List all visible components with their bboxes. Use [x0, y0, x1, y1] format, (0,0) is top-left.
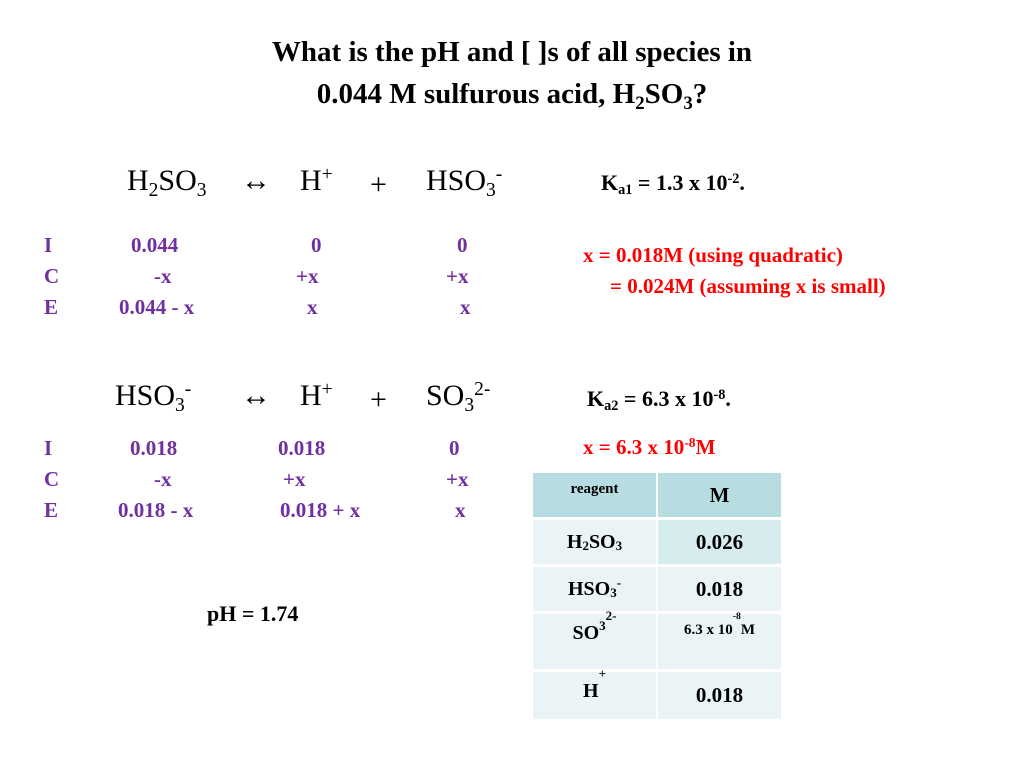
- reaction1-product-h: H+: [300, 164, 333, 197]
- ice1-label-e: E: [44, 295, 59, 319]
- table-row-so3-species: SO 3 2-: [533, 609, 656, 669]
- reaction1-product-hso3: HSO3-: [426, 164, 503, 201]
- ice1-i-c3: 0: [457, 233, 468, 257]
- table-row-h2so3-value: 0.026: [658, 520, 781, 564]
- ice1-i-c2: 0: [311, 233, 322, 257]
- ice2-i-c3: 0: [449, 436, 460, 460]
- ice1-label-c: C: [44, 264, 60, 288]
- concentration-table: reagent M H 2 SO 3 0.026 HSO 3- 0.018 SO 3 2- …: [533, 473, 781, 719]
- reaction1-arrow: ↔: [241, 164, 271, 197]
- ph-result: pH = 1.74: [207, 601, 299, 626]
- table-row-h-value: 0.018: [658, 672, 781, 719]
- ice1-c-c3: +x: [446, 264, 469, 288]
- ice2-i-c1: 0.018: [130, 436, 178, 460]
- reaction1-reactant: H2SO3: [127, 164, 207, 201]
- reaction2-reactant: HSO3-: [115, 379, 192, 416]
- solution1-line1: x = 0.018M (using quadratic): [583, 243, 843, 267]
- ice1-c-c1: -x: [154, 264, 172, 288]
- reaction1-plus: +: [370, 168, 387, 201]
- reaction2-arrow: ↔: [241, 379, 271, 412]
- solution1-line2: = 0.024M (assuming x is small): [610, 274, 886, 298]
- ice2-e-c1: 0.018 - x: [118, 498, 194, 522]
- table-header-conc: M: [658, 473, 781, 517]
- page-title: What is the pH and [ ]s of all species i…: [0, 38, 1024, 67]
- ice2-c-c3: +x: [446, 467, 469, 491]
- ice2-i-c2: 0.018: [278, 436, 326, 460]
- table-row-so3-value: 6.3 x 10 -8 M: [658, 612, 781, 669]
- page-title-line2: 0.044 M sulfurous acid, H2SO3?: [316, 78, 708, 114]
- reaction2-product-h: H+: [300, 379, 333, 412]
- ice1-c-c2: +x: [296, 264, 319, 288]
- reaction2-product-so3: SO32-: [426, 379, 491, 416]
- ice2-e-c2: 0.018 + x: [280, 498, 361, 522]
- table-header-reagent: reagent: [533, 473, 656, 517]
- reaction1-ka: Ka1 = 1.3 x 10-2.: [601, 170, 745, 199]
- ice1-label-i: I: [44, 233, 53, 257]
- table-row-h-species: H +: [533, 667, 656, 719]
- table-row-hso3-value: 0.018: [658, 567, 781, 611]
- ice1-e-c1: 0.044 - x: [119, 295, 195, 319]
- reaction2-ka: Ka2 = 6.3 x 10-8.: [587, 386, 731, 415]
- ice2-c-c2: +x: [283, 467, 306, 491]
- ice2-e-c3: x: [455, 498, 466, 522]
- ice1-i-c1: 0.044: [131, 233, 179, 257]
- ice1-e-c3: x: [460, 295, 471, 319]
- ice2-label-i: I: [44, 436, 53, 460]
- reaction2-plus: +: [370, 383, 387, 416]
- ice2-label-c: C: [44, 467, 60, 491]
- title-line1: What is the pH and [ ]s of all species i…: [271, 36, 753, 68]
- ice2-c-c1: -x: [154, 467, 172, 491]
- ice2-label-e: E: [44, 498, 59, 522]
- table-row-h2so3-species: H 2 SO 3: [533, 520, 656, 564]
- table-row-hso3-species: HSO 3-: [533, 567, 656, 611]
- solution2: x = 6.3 x 10-8M: [583, 435, 716, 459]
- ice1-e-c2: x: [307, 295, 318, 319]
